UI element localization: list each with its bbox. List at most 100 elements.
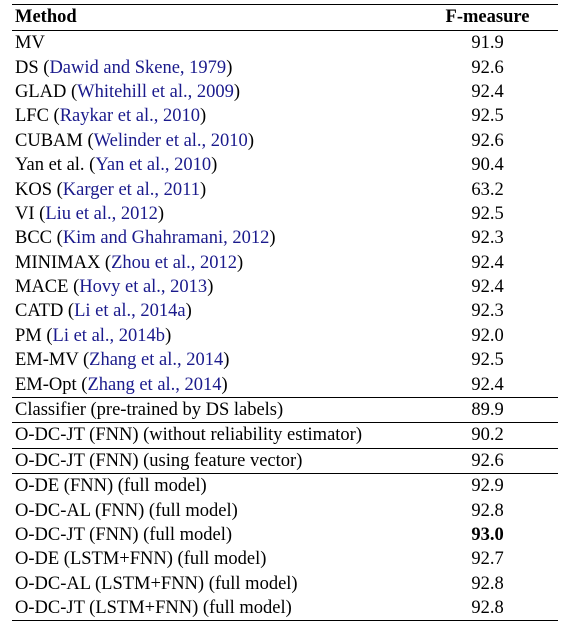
f-measure-cell: 92.8 <box>471 573 504 594</box>
method-cell: O-DC-AL (LSTM+FNN) (full model) <box>12 572 417 596</box>
table-row: MACE (Hovy et al., 2013) 92.4 <box>12 275 558 299</box>
f-measure-cell: 92.6 <box>471 130 504 151</box>
f-measure-cell: 90.2 <box>417 422 558 449</box>
method-cell: Classifier (pre-trained by DS labels) <box>12 396 417 423</box>
table-row: MV 91.9 <box>12 31 558 56</box>
table-body: MV 91.9 DS (Dawid and Skene, 1979) 92.6 GLAD… <box>12 31 558 622</box>
citation-link[interactable]: Li et al., 2014b <box>52 325 166 346</box>
f-measure-cell: 92.5 <box>471 106 504 127</box>
method-name: VI ( <box>15 203 46 224</box>
table-row: O-DC-AL (LSTM+FNN) (full model) 92.8 <box>12 572 558 596</box>
method-name: KOS ( <box>15 179 63 200</box>
method-name: DS ( <box>15 57 50 78</box>
citation-close-paren: ) <box>269 228 276 249</box>
method-cell: VI (Liu et al., 2012) <box>12 202 417 226</box>
f-measure-cell: 89.9 <box>417 396 558 423</box>
f-measure-cell: 92.4 <box>471 374 504 395</box>
method-name: MV <box>15 33 45 54</box>
f-measure-cell: 93.0 <box>471 525 504 545</box>
f-measure-cell: 92.4 <box>471 252 504 273</box>
method-name: O-DE (LSTM+FNN) (full model) <box>15 549 267 570</box>
method-cell: CUBAM (Welinder et al., 2010) <box>12 129 417 153</box>
table-row: CUBAM (Welinder et al., 2010) 92.6 <box>12 129 558 153</box>
f-measure-cell: 92.4 <box>471 81 504 102</box>
f-measure-cell: 90.4 <box>471 155 504 176</box>
citation-link[interactable]: Liu et al., 2012 <box>45 203 158 224</box>
citation-close-paren: ) <box>211 155 218 176</box>
method-cell: BCC (Kim and Ghahramani, 2012) <box>12 226 417 250</box>
f-measure-cell: 92.6 <box>417 447 558 474</box>
citation-link[interactable]: Li et al., 2014a <box>74 301 186 322</box>
citation-link[interactable]: Kim and Ghahramani, 2012 <box>62 228 270 249</box>
table-row: GLAD (Whitehill et al., 2009) 92.4 <box>12 80 558 104</box>
citation-close-paren: ) <box>165 325 172 346</box>
citation-close-paren: ) <box>199 106 207 127</box>
citation-close-paren: ) <box>236 252 244 273</box>
method-cell: CATD (Li et al., 2014a) <box>12 299 417 323</box>
method-name: GLAD ( <box>15 81 78 102</box>
method-name: O-DC-JT (FNN) (using feature vector) <box>15 450 303 471</box>
citation-link[interactable]: Zhou et al., 2012 <box>111 252 237 273</box>
method-column-header: Method <box>12 4 417 31</box>
f-measure-cell: 92.8 <box>417 595 558 622</box>
method-name: MACE ( <box>15 277 80 298</box>
table-row: EM-Opt (Zhang et al., 2014) 92.4 <box>12 372 558 397</box>
citation-close-paren: ) <box>199 179 207 200</box>
method-cell: O-DC-JT (LSTM+FNN) (full model) <box>12 595 417 622</box>
method-cell: O-DC-JT (FNN) (without reliability estim… <box>12 422 417 449</box>
citation-link[interactable]: Zhang et al., 2014 <box>89 350 224 371</box>
citation-close-paren: ) <box>221 374 228 395</box>
method-cell: EM-MV (Zhang et al., 2014) <box>12 348 417 372</box>
citation-link[interactable]: Raykar et al., 2010 <box>59 106 200 127</box>
method-name: LFC ( <box>15 106 60 127</box>
method-cell: O-DC-JT (FNN) (full model) <box>12 523 417 547</box>
method-cell: LFC (Raykar et al., 2010) <box>12 104 417 128</box>
table-row: O-DC-JT (FNN) (without reliability estim… <box>12 422 558 449</box>
method-name: O-DC-AL (LSTM+FNN) (full model) <box>15 573 298 594</box>
f-measure-cell: 63.2 <box>471 179 504 200</box>
method-name: MINIMAX ( <box>15 252 112 273</box>
method-name: O-DC-JT (FNN) (without reliability estim… <box>15 425 362 446</box>
method-name: CATD ( <box>15 301 75 322</box>
citation-link[interactable]: Dawid and Skene, 1979 <box>49 57 227 78</box>
table-row: O-DE (FNN) (full model) 92.9 <box>12 473 558 499</box>
table-row: Yan et al. (Yan et al., 2010) 90.4 <box>12 153 558 177</box>
method-name: PM ( <box>15 325 53 346</box>
citation-close-paren: ) <box>247 130 254 151</box>
method-cell: O-DE (FNN) (full model) <box>12 473 417 499</box>
method-name: O-DC-JT (FNN) (full model) <box>15 525 233 545</box>
table-row: PM (Li et al., 2014b) 92.0 <box>12 324 558 348</box>
table-header: Method F-measure <box>12 4 558 31</box>
table-row: Classifier (pre-trained by DS labels) 89.… <box>12 396 558 423</box>
method-name: Yan et al. ( <box>15 155 96 176</box>
citation-link[interactable]: Welinder et al., 2010 <box>93 130 248 151</box>
method-cell: O-DC-JT (FNN) (using feature vector) <box>12 447 417 474</box>
table-row: DS (Dawid and Skene, 1979) 92.6 <box>12 55 558 79</box>
method-cell: MACE (Hovy et al., 2013) <box>12 275 417 299</box>
table-row: O-DC-JT (FNN) (full model) 93.0 <box>12 523 558 547</box>
table-row: KOS (Karger et al., 2011) 63.2 <box>12 177 558 201</box>
method-name: O-DC-JT (LSTM+FNN) (full model) <box>15 598 292 619</box>
citation-link[interactable]: Hovy et al., 2013 <box>79 277 208 298</box>
citation-close-paren: ) <box>207 277 214 298</box>
f-measure-cell: 92.7 <box>471 549 504 570</box>
method-cell: KOS (Karger et al., 2011) <box>12 177 417 201</box>
citation-link[interactable]: Whitehill et al., 2009 <box>77 81 234 102</box>
method-cell: MV <box>12 31 417 56</box>
citation-link[interactable]: Yan et al., 2010 <box>95 155 212 176</box>
citation-close-paren: ) <box>226 57 233 78</box>
method-name: O-DE (FNN) (full model) <box>15 476 207 497</box>
method-name: BCC ( <box>15 228 63 249</box>
method-name: CUBAM ( <box>15 130 94 151</box>
f-measure-cell: 92.3 <box>471 301 504 322</box>
citation-link[interactable]: Karger et al., 2011 <box>62 179 200 200</box>
f-measure-cell: 92.6 <box>471 57 504 78</box>
method-cell: DS (Dawid and Skene, 1979) <box>12 55 417 79</box>
citation-link[interactable]: Zhang et al., 2014 <box>87 374 222 395</box>
table-row: O-DC-JT (FNN) (using feature vector) 92.6 <box>12 447 558 474</box>
f-measure-cell: 92.3 <box>471 228 504 249</box>
f-measure-cell: 91.9 <box>471 33 504 54</box>
method-name: EM-MV ( <box>15 350 90 371</box>
citation-close-paren: ) <box>185 301 192 322</box>
